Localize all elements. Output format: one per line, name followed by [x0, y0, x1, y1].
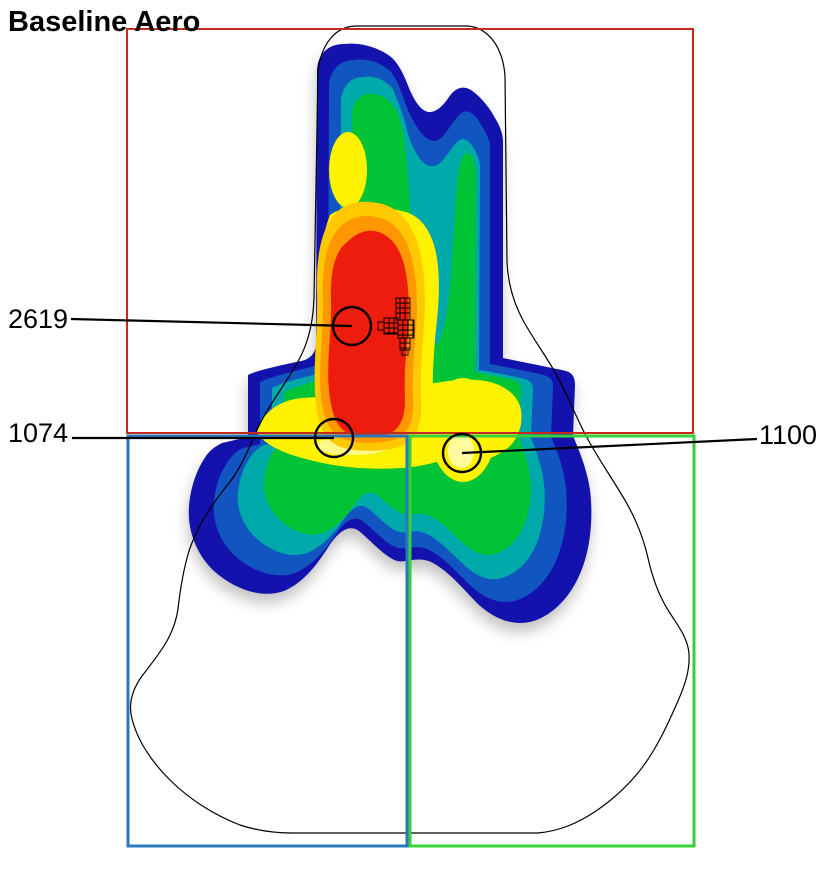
value-label-1100: 1100: [759, 420, 818, 450]
contour-yellow-pocket: [430, 378, 496, 482]
contour-yellow-finger: [329, 132, 367, 208]
body-outline: [129, 25, 690, 834]
leader-line-1100: [461, 437, 758, 455]
plot-title: Baseline Aero: [8, 6, 201, 38]
lower-left-roi-rect: [126, 434, 409, 848]
callout-circle-1074: [313, 417, 355, 459]
upper-roi-rect: [126, 28, 694, 434]
value-label-2619: 2619: [8, 304, 69, 334]
mesh-annotation: [377, 297, 415, 356]
leader-line-2619: [70, 317, 353, 328]
lower-right-roi-rect: [408, 434, 696, 848]
value-label-1074: 1074: [8, 418, 69, 448]
contour-paleyellow-spot-right: [448, 434, 474, 468]
callout-circle-1100: [441, 432, 483, 474]
callout-circle-2619: [331, 305, 373, 347]
